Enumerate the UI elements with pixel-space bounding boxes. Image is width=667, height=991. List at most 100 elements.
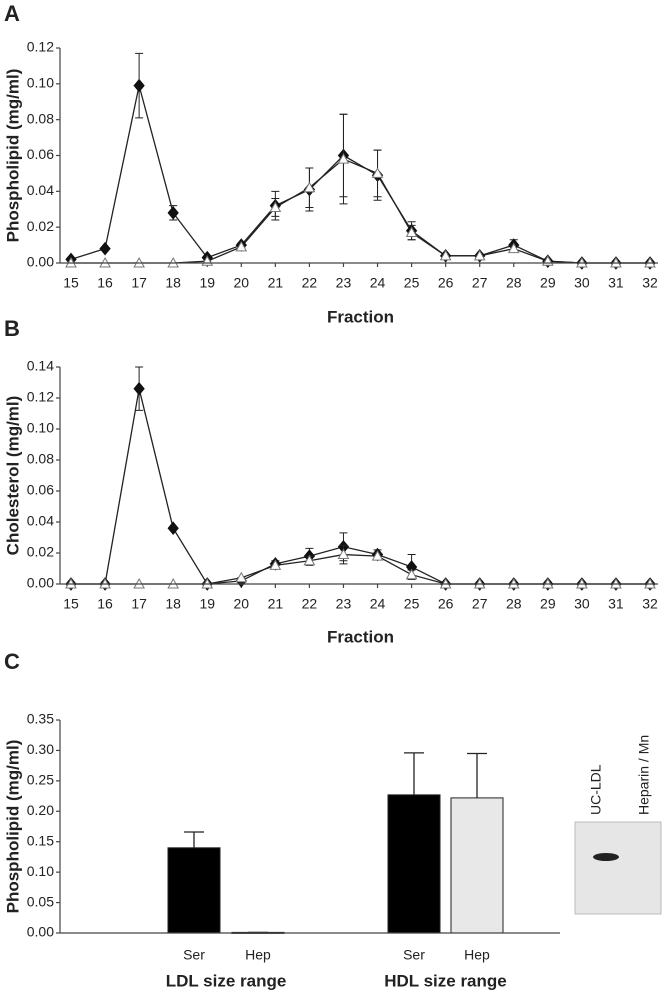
error-bar bbox=[184, 831, 204, 848]
blot-lane-label: Heparin / Mn bbox=[636, 735, 652, 815]
y-tick-label: 0.20 bbox=[27, 802, 54, 818]
x-tick-label: 15 bbox=[63, 596, 79, 612]
triangle-marker bbox=[269, 559, 282, 570]
triangle-marker bbox=[371, 167, 384, 178]
triangle-marker bbox=[235, 240, 248, 252]
triangle-marker bbox=[337, 153, 350, 164]
x-tick-label: 21 bbox=[268, 275, 284, 291]
x-tick-label: 29 bbox=[540, 275, 556, 291]
triangle-marker bbox=[473, 249, 486, 261]
x-tick-label: 30 bbox=[574, 275, 590, 291]
y-tick-label: 0.08 bbox=[27, 451, 54, 467]
x-tick-label: 28 bbox=[506, 275, 522, 291]
x-axis-title: Fraction bbox=[327, 627, 394, 646]
x-axis-title: Fraction bbox=[327, 307, 394, 326]
y-tick-label: 0.02 bbox=[27, 218, 54, 234]
x-tick-label: 16 bbox=[97, 596, 113, 612]
x-tick-label: 18 bbox=[165, 596, 181, 612]
y-tick-label: 0.04 bbox=[27, 513, 54, 529]
bar bbox=[167, 847, 221, 934]
x-tick-label: 19 bbox=[199, 275, 215, 291]
blot-band bbox=[593, 853, 619, 861]
y-tick-label: 0.02 bbox=[27, 544, 54, 560]
x-tick-label: 16 bbox=[97, 275, 113, 291]
diamond-marker bbox=[167, 521, 179, 535]
diamond-marker bbox=[99, 241, 111, 256]
y-axis-title: Cholesterol (mg/ml) bbox=[3, 396, 22, 556]
x-tick-label: 31 bbox=[608, 596, 624, 612]
series-line bbox=[71, 158, 650, 264]
x-tick-label: 26 bbox=[438, 596, 454, 612]
series-line bbox=[71, 553, 650, 585]
y-tick-label: 0.04 bbox=[27, 182, 54, 198]
x-tick-label: Ser bbox=[403, 947, 425, 963]
diamond-marker bbox=[133, 381, 145, 396]
y-tick-label: 0.05 bbox=[27, 893, 54, 909]
x-tick-label: 22 bbox=[302, 596, 318, 612]
y-tick-label: 0.10 bbox=[27, 863, 54, 879]
y-axis-title: Phospholipid (mg/ml) bbox=[3, 69, 22, 243]
y-tick-label: 0.00 bbox=[27, 254, 54, 270]
y-tick-label: 0.15 bbox=[27, 832, 54, 848]
y-tick-label: 0.12 bbox=[27, 39, 54, 55]
triangle-marker bbox=[235, 571, 248, 583]
x-tick-label: 32 bbox=[642, 596, 658, 612]
x-tick-label: 23 bbox=[336, 275, 352, 291]
x-tick-label: 23 bbox=[336, 596, 352, 612]
triangle-marker bbox=[303, 181, 316, 193]
x-tick-label: 17 bbox=[131, 275, 147, 291]
y-tick-label: 0.10 bbox=[27, 75, 54, 91]
x-tick-label: Hep bbox=[245, 947, 271, 963]
bar bbox=[450, 797, 504, 934]
y-axis-title: Phospholipid (mg/ml) bbox=[3, 740, 22, 914]
x-tick-label: 26 bbox=[438, 275, 454, 291]
blot-lane-label: UC-LDL bbox=[588, 764, 604, 815]
triangle-marker bbox=[507, 242, 520, 254]
y-tick-label: 0.25 bbox=[27, 772, 54, 788]
x-tick-label: 31 bbox=[608, 275, 624, 291]
x-tick-label: Hep bbox=[464, 947, 490, 963]
triangle-marker bbox=[269, 201, 282, 212]
x-tick-label: 24 bbox=[370, 275, 386, 291]
y-tick-label: 0.06 bbox=[27, 146, 54, 162]
panel-label: A bbox=[4, 1, 20, 26]
triangle-marker bbox=[337, 548, 350, 560]
y-tick-label: 0.12 bbox=[27, 389, 54, 405]
x-tick-label: 22 bbox=[302, 275, 318, 291]
x-tick-label: Ser bbox=[183, 947, 205, 963]
x-tick-label: 19 bbox=[199, 596, 215, 612]
error-bar bbox=[404, 752, 424, 795]
triangle-marker bbox=[405, 226, 418, 238]
blot-image bbox=[574, 821, 662, 915]
y-tick-label: 0.06 bbox=[27, 482, 54, 498]
triangle-marker bbox=[405, 568, 418, 580]
x-tick-label: 29 bbox=[540, 596, 556, 612]
x-tick-label: 20 bbox=[234, 275, 250, 291]
x-tick-label: 25 bbox=[404, 275, 420, 291]
bar bbox=[387, 794, 441, 934]
x-tick-label: 27 bbox=[472, 275, 488, 291]
triangle-marker bbox=[439, 249, 452, 261]
x-tick-label: 21 bbox=[268, 596, 284, 612]
y-tick-label: 0.00 bbox=[27, 575, 54, 591]
diamond-marker bbox=[167, 206, 179, 220]
y-tick-label: 0.14 bbox=[27, 358, 54, 374]
y-tick-label: 0.10 bbox=[27, 420, 54, 436]
x-tick-label: 28 bbox=[506, 596, 522, 612]
series-line bbox=[70, 85, 650, 264]
y-tick-label: 0.35 bbox=[27, 711, 54, 727]
panel-label: B bbox=[4, 316, 20, 341]
x-tick-label: 24 bbox=[370, 596, 386, 612]
y-tick-label: 0.00 bbox=[27, 924, 54, 940]
triangle-marker bbox=[371, 550, 384, 561]
x-tick-label: 32 bbox=[642, 275, 658, 291]
error-bar bbox=[467, 752, 487, 798]
x-tick-label: 30 bbox=[574, 596, 590, 612]
x-tick-label: 15 bbox=[63, 275, 79, 291]
x-tick-label: 18 bbox=[165, 275, 181, 291]
x-tick-label: 17 bbox=[131, 596, 147, 612]
x-tick-label: 27 bbox=[472, 596, 488, 612]
y-tick-label: 0.08 bbox=[27, 110, 54, 126]
panel-label: C bbox=[4, 649, 20, 674]
